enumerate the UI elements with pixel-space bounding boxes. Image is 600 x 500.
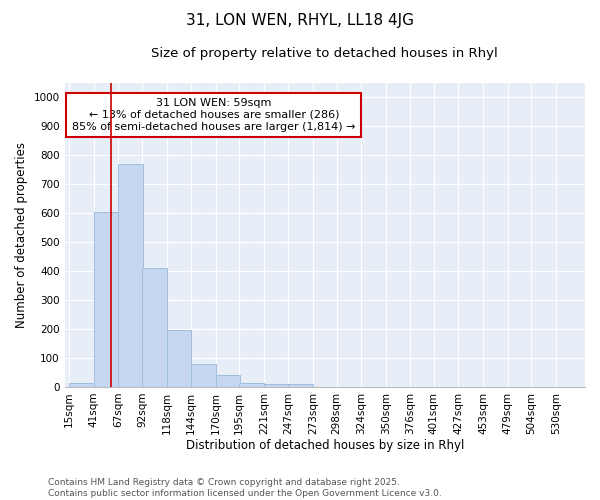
Text: 31 LON WEN: 59sqm
← 13% of detached houses are smaller (286)
85% of semi-detache: 31 LON WEN: 59sqm ← 13% of detached hous… (72, 98, 356, 132)
Bar (215, 376, 240, 387)
Y-axis label: Number of detached properties: Number of detached properties (15, 142, 28, 328)
Bar (142, 268, 167, 387)
Bar (191, 364, 215, 387)
Bar (167, 330, 191, 387)
Text: Contains HM Land Registry data © Crown copyright and database right 2025.
Contai: Contains HM Land Registry data © Crown c… (48, 478, 442, 498)
Bar (239, 382, 264, 387)
X-axis label: Distribution of detached houses by size in Rhyl: Distribution of detached houses by size … (185, 440, 464, 452)
Bar (264, 384, 289, 387)
Text: 31, LON WEN, RHYL, LL18 4JG: 31, LON WEN, RHYL, LL18 4JG (186, 12, 414, 28)
Bar (289, 384, 313, 387)
Bar (69, 382, 94, 387)
Bar (118, 164, 143, 387)
Bar (94, 212, 118, 387)
Title: Size of property relative to detached houses in Rhyl: Size of property relative to detached ho… (151, 48, 498, 60)
